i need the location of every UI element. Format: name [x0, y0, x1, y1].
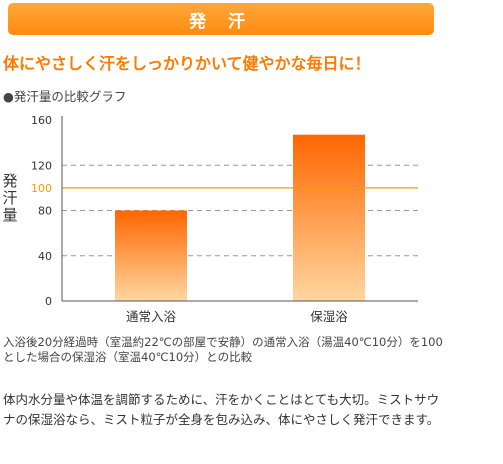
y-axis-title: 発汗量	[2, 172, 18, 224]
y-tick-label: 40	[38, 250, 52, 263]
bar-layer	[115, 134, 365, 301]
header-title: 発 汗	[189, 11, 253, 32]
x-tick-label: 通常入浴	[126, 309, 177, 324]
headline: 体にやさしく汗をしっかりかいて健やかな毎日に！	[3, 54, 371, 73]
sweat-comparison-chart: 0 40 80 100 120 160 通常入浴 保湿浴	[31, 114, 418, 324]
axis-layer	[61, 116, 418, 302]
y-tick-label: 0	[45, 295, 52, 308]
y-tick-label: 120	[31, 159, 52, 172]
bar	[115, 210, 187, 301]
bar	[293, 134, 365, 301]
y-tick-label: 160	[31, 114, 52, 127]
y-tick-label: 100	[31, 182, 52, 195]
chart-caption: 入浴後20分経過時（室温約22℃の部屋で安静）の通常入浴（湯温40℃10分）を1…	[3, 335, 443, 364]
body-text: 体内水分量や体温を調節するために、汗をかくことはとても大切。ミストサウナの保湿浴…	[3, 392, 440, 427]
header-bar: 発 汗	[8, 3, 434, 35]
y-tick-label: 80	[38, 205, 52, 218]
x-tick-label: 保湿浴	[310, 309, 348, 324]
chart-heading: ●発汗量の比較グラフ	[3, 89, 127, 104]
label-layer: 0 40 80 100 120 160 通常入浴 保湿浴	[31, 114, 348, 324]
